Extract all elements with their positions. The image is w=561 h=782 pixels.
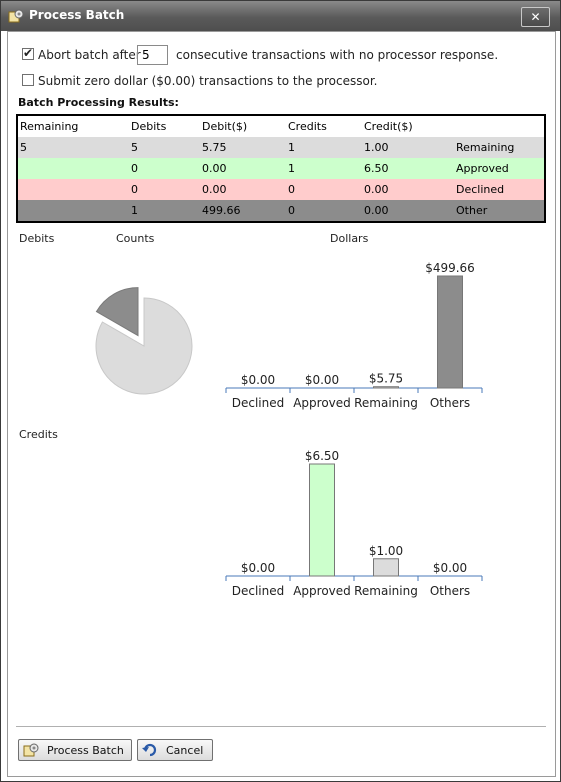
bar-remaining [373,386,399,389]
cell-credit-amount: 0.00 [362,200,454,222]
cell-credit-amount: 6.50 [362,158,454,179]
zero-dollar-checkbox[interactable] [22,74,34,86]
table-row: 0 0.00 1 6.50 Approved [17,158,545,179]
category-label: Approved [293,396,351,410]
process-batch-label: Process Batch [47,744,124,757]
cell-remaining [17,158,129,179]
row-label: Other [454,200,545,222]
category-label: Declined [232,396,285,410]
table-row: 1 499.66 0 0.00 Other [17,200,545,222]
counts-caption: Counts [116,232,155,245]
cell-remaining [17,179,129,200]
cell-credits: 1 [286,137,362,158]
gear-icon [8,9,24,23]
header-cell [454,115,545,137]
header-cell: Debit($) [200,115,286,137]
row-label: Remaining [454,137,545,158]
category-label: Others [430,584,470,598]
cancel-arrow-icon [142,743,157,757]
cell-debit-amount: 0.00 [200,179,286,200]
window-title: Process Batch [29,8,125,22]
table-header-row: Remaining Debits Debit($) Credits Credit… [17,115,545,137]
table-row: 5 5 5.75 1 1.00 Remaining [17,137,545,158]
footer-divider [16,726,546,727]
cell-credits: 0 [286,179,362,200]
table-row: 0 0.00 0 0.00 Declined [17,179,545,200]
cell-debit-amount: 5.75 [200,137,286,158]
bar-others [437,275,463,389]
cell-credit-amount: 1.00 [362,137,454,158]
cell-debit-amount: 0.00 [200,158,286,179]
data-label: $0.00 [241,373,275,387]
dialog-content: ✔ Abort batch after 5 consecutive transa… [7,31,556,777]
data-label: $0.00 [433,561,467,575]
dollars-caption: Dollars [330,232,369,245]
row-label: Approved [454,158,545,179]
abort-checkbox[interactable]: ✔ [22,46,34,60]
bar-approved [309,463,335,577]
pie-slice-remaining [95,297,193,395]
data-label: $0.00 [305,373,339,387]
zero-dollar-label: Submit zero dollar ($0.00) transactions … [38,74,378,88]
data-label: $1.00 [369,544,403,558]
cell-debits: 5 [129,137,200,158]
results-heading: Batch Processing Results: [18,96,179,109]
header-cell: Remaining [17,115,129,137]
header-cell: Credits [286,115,362,137]
cell-remaining [17,200,129,222]
category-label: Others [430,396,470,410]
cell-debits: 0 [129,158,200,179]
process-batch-button[interactable]: Process Batch [18,739,132,761]
abort-label-before: Abort batch after [38,48,141,62]
check-icon: ✔ [23,46,34,60]
data-label: $5.75 [369,372,403,386]
header-cell: Credit($) [362,115,454,137]
data-label: $0.00 [241,561,275,575]
title-bar[interactable]: Process Batch ✕ [1,1,560,31]
cell-remaining: 5 [17,137,129,158]
close-button[interactable]: ✕ [521,7,550,27]
cell-credits: 1 [286,158,362,179]
results-table: Remaining Debits Debit($) Credits Credit… [16,114,546,223]
row-label: Declined [454,179,545,200]
cell-credit-amount: 0.00 [362,179,454,200]
credits-caption: Credits [19,428,58,441]
bar-remaining [373,558,399,577]
abort-label-after: consecutive transactions with no process… [176,48,499,62]
data-label: $6.50 [305,449,339,463]
cell-debits: 0 [129,179,200,200]
close-icon: ✕ [530,10,541,24]
category-label: Remaining [354,396,418,410]
counts-pie-chart [95,287,193,395]
cancel-label: Cancel [166,744,204,757]
cell-debit-amount: 499.66 [200,200,286,222]
debits-caption: Debits [19,232,55,245]
header-cell: Debits [129,115,200,137]
cell-debits: 1 [129,200,200,222]
abort-count-input[interactable]: 5 [137,45,168,65]
category-label: Approved [293,584,351,598]
gear-icon [23,743,39,757]
data-label: $499.66 [425,261,475,275]
cancel-button[interactable]: Cancel [137,739,213,761]
category-label: Declined [232,584,285,598]
category-label: Remaining [354,584,418,598]
pie-slice-other [95,287,139,337]
cell-credits: 0 [286,200,362,222]
dollars-bar-chart: $0.00 Declined $0.00 Approved $5.75 Remaining… [225,261,483,410]
credits-bar-chart: $0.00 Declined $6.50 Approved $1.00 Remaining… [225,449,483,598]
